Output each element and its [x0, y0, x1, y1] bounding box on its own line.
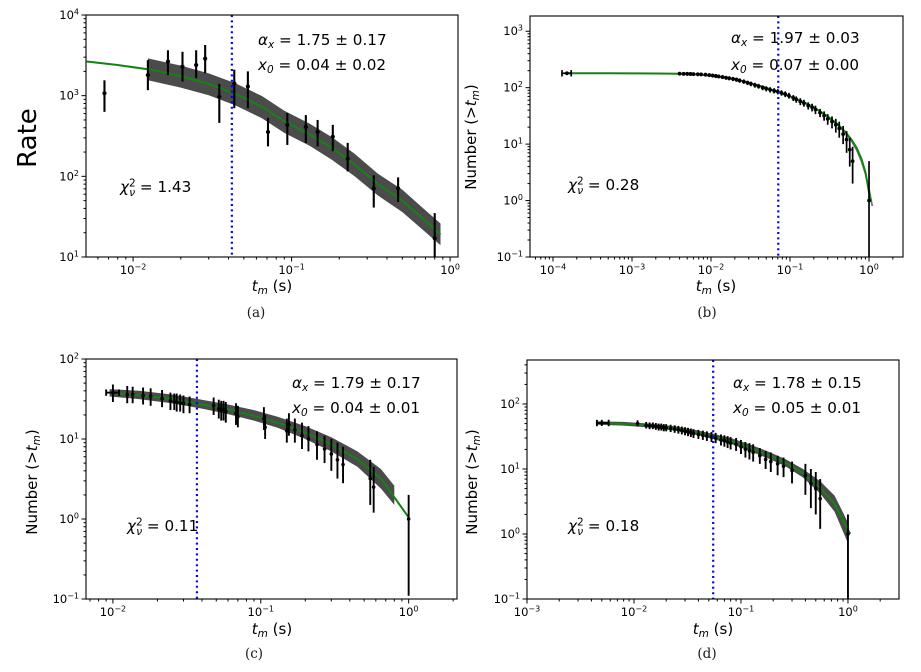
x-axis-label: tm (s) — [696, 277, 736, 297]
svg-text:10−4: 10−4 — [540, 263, 566, 278]
tick-labels: 10−3 10−2 10−1 100 10−1 100 101 102 — [494, 397, 858, 619]
axis-ticks — [525, 30, 894, 262]
annotation-alpha: αx = 1.78 ± 0.15 — [733, 374, 862, 394]
y-axis-label: Rate — [13, 108, 43, 168]
svg-text:103: 103 — [503, 24, 523, 39]
fit-line — [86, 60, 442, 236]
svg-text:10−1: 10−1 — [494, 592, 520, 607]
svg-text:101: 101 — [59, 432, 79, 447]
axes-frame — [85, 358, 458, 600]
panel-b-caption: (b) — [697, 305, 717, 321]
annotation-chi2: χ2 ν = 1.43 — [119, 178, 191, 200]
y-axis-label: Number (>tm) — [463, 429, 483, 534]
svg-text:100: 100 — [503, 193, 523, 208]
y-axis-label: Number (>tm) — [23, 429, 43, 534]
svg-text:100: 100 — [59, 512, 79, 527]
svg-text:101: 101 — [59, 250, 79, 265]
svg-text:10−2: 10−2 — [698, 263, 724, 278]
x-axis-label: tm (s) — [693, 620, 733, 640]
svg-text:10−1: 10−1 — [248, 605, 274, 620]
panel-a: 10−2 10−1 100 101 102 103 104 tm (s) Rate αx = 1.… — [0, 0, 461, 336]
svg-text:10−2: 10−2 — [100, 605, 126, 620]
confidence-band — [147, 58, 441, 246]
annotation-x0: x0 = 0.07 ± 0.00 — [730, 56, 859, 76]
panel-c: 10−2 10−1 100 10−1 100 101 102 tm (s) Number (>t… — [0, 336, 461, 672]
svg-text:10−2: 10−2 — [621, 605, 647, 620]
x-axis-label: tm (s) — [252, 277, 292, 297]
data-points — [102, 44, 437, 257]
svg-text:100: 100 — [859, 263, 879, 278]
panel-c-caption: (c) — [244, 646, 264, 662]
annotation-alpha: αx = 1.75 ± 0.17 — [258, 31, 387, 51]
svg-text:101: 101 — [500, 462, 520, 477]
annotation-chi2: χ2 ν = 0.18 — [567, 517, 639, 539]
annotation-alpha: αx = 1.97 ± 0.03 — [731, 29, 860, 49]
svg-text:100: 100 — [399, 605, 419, 620]
annotation-chi2: χ2 ν = 0.28 — [567, 176, 639, 198]
svg-text:101: 101 — [503, 137, 523, 152]
data-points — [595, 419, 850, 599]
axis-ticks — [522, 364, 881, 604]
annotation-x0: x0 = 0.05 ± 0.01 — [732, 399, 861, 419]
axis-ticks — [81, 358, 454, 604]
annotation-x0: x0 = 0.04 ± 0.01 — [291, 399, 420, 419]
svg-text:10−1: 10−1 — [777, 263, 803, 278]
panel-a-caption: (a) — [246, 305, 266, 321]
annotation-alpha: αx = 1.79 ± 0.17 — [292, 374, 421, 394]
svg-text:102: 102 — [59, 169, 79, 184]
tick-labels: 10−2 10−1 100 10−1 100 101 102 — [53, 352, 419, 620]
data-points — [561, 70, 871, 257]
panel-a-plot: 10−2 10−1 100 101 102 103 104 tm (s) Rate αx = 1.… — [13, 8, 460, 298]
tick-labels: 10−2 10−1 100 101 102 103 104 — [59, 8, 460, 278]
tick-labels: 10−4 10−3 10−2 10−1 100 10−1 100 101 102 103 — [497, 24, 879, 277]
svg-text:10−1: 10−1 — [728, 605, 754, 620]
panel-b: 10−4 10−3 10−2 10−1 100 10−1 100 101 102 103 tm (s… — [460, 0, 921, 336]
annotation-chi2: χ2 ν = 0.11 — [126, 517, 198, 539]
panel-d-plot: 10−3 10−2 10−1 100 10−1 100 101 102 tm (s) Number… — [463, 359, 900, 640]
svg-text:103: 103 — [59, 88, 79, 103]
panel-b-plot: 10−4 10−3 10−2 10−1 100 10−1 100 101 102 103 tm (s… — [462, 15, 904, 297]
svg-text:102: 102 — [503, 80, 523, 95]
svg-text:100: 100 — [838, 605, 858, 620]
svg-text:10−1: 10−1 — [278, 263, 304, 278]
axes-frame — [529, 15, 904, 258]
svg-text:100: 100 — [440, 263, 460, 278]
svg-text:10−3: 10−3 — [514, 605, 540, 620]
axes-frame — [85, 14, 459, 258]
svg-text:102: 102 — [500, 397, 520, 412]
svg-text:104: 104 — [59, 8, 79, 23]
svg-text:10−1: 10−1 — [53, 592, 79, 607]
svg-text:102: 102 — [59, 352, 79, 367]
panel-c-plot: 10−2 10−1 100 10−1 100 101 102 tm (s) Number (>t… — [23, 352, 458, 640]
x-axis-label: tm (s) — [252, 620, 292, 640]
panel-d: 10−3 10−2 10−1 100 10−1 100 101 102 tm (s) Number… — [460, 336, 921, 672]
svg-text:100: 100 — [500, 527, 520, 542]
y-axis-label: Number (>tm) — [462, 84, 482, 189]
axis-ticks — [81, 14, 451, 262]
panel-d-caption: (d) — [697, 646, 717, 662]
svg-text:10−1: 10−1 — [497, 250, 523, 265]
svg-text:10−3: 10−3 — [619, 263, 645, 278]
data-points — [105, 384, 411, 596]
svg-text:10−2: 10−2 — [120, 263, 146, 278]
annotation-x0: x0 = 0.04 ± 0.02 — [257, 56, 386, 76]
